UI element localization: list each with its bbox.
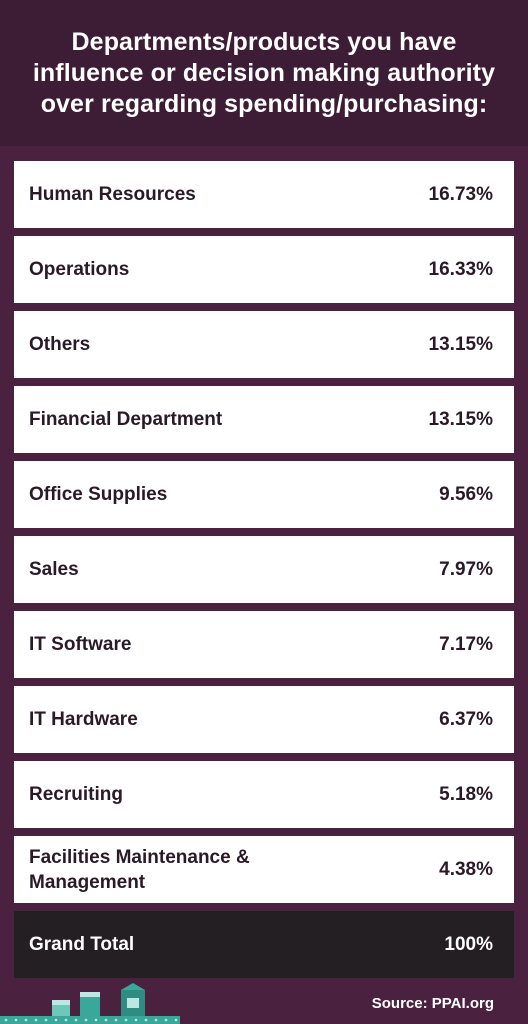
table-row: Sales 7.97% [14, 536, 514, 603]
row-label: IT Software [29, 634, 132, 655]
row-value: 6.37% [439, 708, 493, 730]
row-value: 13.15% [428, 333, 493, 355]
row-label: Office Supplies [29, 484, 168, 505]
row-label: Recruiting [29, 784, 123, 805]
row-value: 7.97% [439, 558, 493, 580]
row-value: 16.73% [428, 183, 493, 205]
total-row: Grand Total 100% [14, 911, 514, 978]
table-row: Office Supplies 9.56% [14, 461, 514, 528]
table-row: Human Resources 16.73% [14, 161, 514, 228]
decorative-buildings-icon [0, 983, 180, 1024]
row-label: Human Resources [29, 184, 196, 205]
page-footer: Source: PPAI.org [0, 980, 528, 1024]
row-value: 9.56% [439, 483, 493, 505]
row-label: Financial Department [29, 409, 223, 430]
row-value: 7.17% [439, 633, 493, 655]
table-row: Facilities Maintenance & Management 4.38% [14, 836, 514, 903]
page-header: Departments/products you have influence … [0, 0, 528, 146]
table-row: Financial Department 13.15% [14, 386, 514, 453]
row-value: 4.38% [439, 858, 493, 880]
table-row: Others 13.15% [14, 311, 514, 378]
row-label: Others [29, 334, 91, 355]
row-value: 13.15% [428, 408, 493, 430]
row-label: Facilities Maintenance & Management [29, 846, 250, 893]
row-label: Operations [29, 259, 130, 280]
row-value: 5.18% [439, 783, 493, 805]
page-title: Departments/products you have influence … [32, 27, 496, 118]
row-label: Sales [29, 559, 79, 580]
table-row: Recruiting 5.18% [14, 761, 514, 828]
table-row: IT Software 7.17% [14, 611, 514, 678]
row-value: 16.33% [428, 258, 493, 280]
source-text: Source: PPAI.org [371, 995, 494, 1012]
total-value: 100% [444, 933, 493, 955]
total-label: Grand Total [29, 934, 135, 955]
row-label: IT Hardware [29, 709, 138, 730]
table-row: Operations 16.33% [14, 236, 514, 303]
table-row: IT Hardware 6.37% [14, 686, 514, 753]
